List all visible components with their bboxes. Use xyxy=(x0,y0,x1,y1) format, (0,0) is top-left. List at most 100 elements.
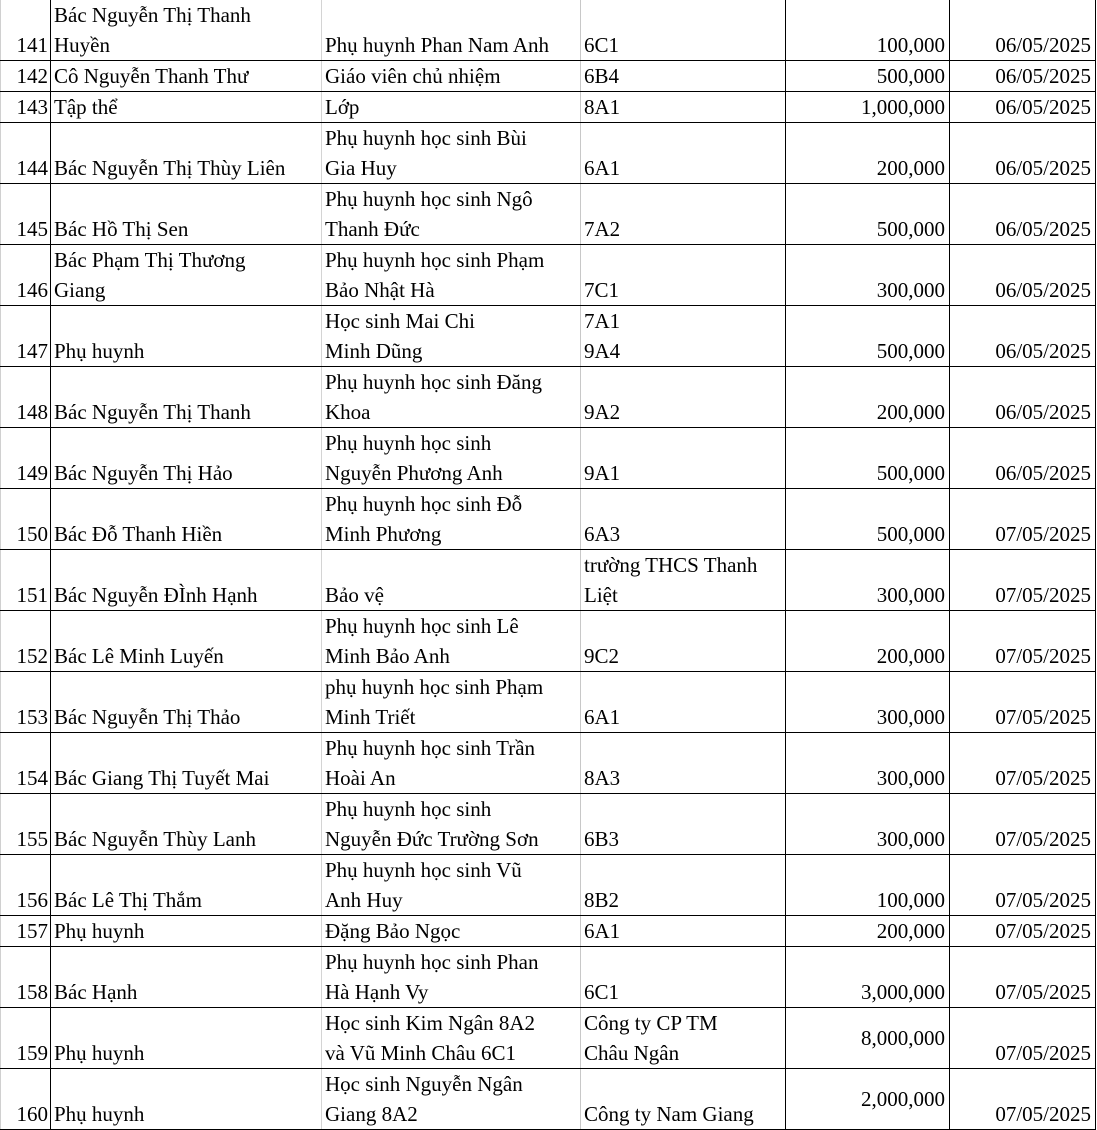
class-or-unit-cell: 8A1 xyxy=(580,91,786,123)
table-row: 159 Phụ huynh Học sinh Kim Ngân 8A2 và Vũ … xyxy=(0,1007,1096,1069)
table-row: 154 Bác Giang Thị Tuyết Mai Phụ huynh học … xyxy=(0,732,1096,794)
table-row: 156 Bác Lê Thị Thắm Phụ huynh học sinh Vũ … xyxy=(0,854,1096,916)
date-cell: 07/05/2025 xyxy=(949,1068,1096,1130)
table-row: 141 Bác Nguyễn Thị Thanh Huyền Phụ huynh P… xyxy=(0,0,1096,61)
class-or-unit-cell: trường THCS Thanh Liệt xyxy=(580,549,786,611)
date-cell: 07/05/2025 xyxy=(949,793,1096,855)
donor-role-cell: Lớp xyxy=(321,91,581,123)
row-number-cell: 157 xyxy=(0,915,51,947)
amount-cell: 300,000 xyxy=(785,732,950,794)
amount-cell: 200,000 xyxy=(785,610,950,672)
date-cell: 07/05/2025 xyxy=(949,671,1096,733)
class-or-unit-cell: 8A3 xyxy=(580,732,786,794)
table-row: 149 Bác Nguyễn Thị Hảo Phụ huynh học sinh … xyxy=(0,427,1096,489)
donor-role-cell: Phụ huynh Phan Nam Anh xyxy=(321,0,581,61)
amount-cell: 500,000 xyxy=(785,427,950,489)
class-or-unit-cell: 9C2 xyxy=(580,610,786,672)
donor-name-cell: Phụ huynh xyxy=(50,1007,322,1069)
donor-name-cell: Phụ huynh xyxy=(50,305,322,367)
donor-name-cell: Bác Nguyễn ĐÌnh Hạnh xyxy=(50,549,322,611)
class-or-unit-cell: 7C1 xyxy=(580,244,786,306)
donor-name-cell: Bác Nguyễn Thị Hảo xyxy=(50,427,322,489)
class-or-unit-cell: 9A1 xyxy=(580,427,786,489)
class-or-unit-cell: Công ty CP TM Châu Ngân xyxy=(580,1007,786,1069)
donor-role-cell: Giáo viên chủ nhiệm xyxy=(321,60,581,92)
table-row: 145 Bác Hồ Thị Sen Phụ huynh học sinh Ngô … xyxy=(0,183,1096,245)
row-number-cell: 151 xyxy=(0,549,51,611)
date-cell: 06/05/2025 xyxy=(949,122,1096,184)
row-number-cell: 148 xyxy=(0,366,51,428)
donor-name-cell: Phụ huynh xyxy=(50,1068,322,1130)
row-number-cell: 147 xyxy=(0,305,51,367)
donor-name-cell: Bác Phạm Thị Thương Giang xyxy=(50,244,322,306)
row-number-cell: 155 xyxy=(0,793,51,855)
class-or-unit-cell: 7A2 xyxy=(580,183,786,245)
amount-cell: 300,000 xyxy=(785,244,950,306)
donor-name-cell: Phụ huynh xyxy=(50,915,322,947)
donor-name-cell: Cô Nguyễn Thanh Thư xyxy=(50,60,322,92)
donor-role-cell: Phụ huynh học sinh Bùi Gia Huy xyxy=(321,122,581,184)
row-number-cell: 153 xyxy=(0,671,51,733)
donor-role-cell: Phụ huynh học sinh Phan Hà Hạnh Vy xyxy=(321,946,581,1008)
date-cell: 06/05/2025 xyxy=(949,427,1096,489)
amount-cell: 300,000 xyxy=(785,549,950,611)
row-number-cell: 159 xyxy=(0,1007,51,1069)
donor-role-cell: Học sinh Mai Chi Minh Dũng xyxy=(321,305,581,367)
donor-name-cell: Bác Hạnh xyxy=(50,946,322,1008)
class-or-unit-cell: 7A1 9A4 xyxy=(580,305,786,367)
donor-role-cell: Học sinh Nguyễn Ngân Giang 8A2 xyxy=(321,1068,581,1130)
amount-cell: 500,000 xyxy=(785,183,950,245)
table-row: 157 Phụ huynh Đặng Bảo Ngọc 6A1 200,000 07/05… xyxy=(0,915,1096,947)
class-or-unit-cell: 6C1 xyxy=(580,946,786,1008)
date-cell: 07/05/2025 xyxy=(949,549,1096,611)
amount-cell: 500,000 xyxy=(785,305,950,367)
row-number-cell: 154 xyxy=(0,732,51,794)
class-or-unit-cell: 8B2 xyxy=(580,854,786,916)
donor-role-cell: Phụ huynh học sinh Vũ Anh Huy xyxy=(321,854,581,916)
class-or-unit-cell: 6B4 xyxy=(580,60,786,92)
date-cell: 07/05/2025 xyxy=(949,1007,1096,1069)
date-cell: 07/05/2025 xyxy=(949,610,1096,672)
donor-name-cell: Bác Nguyễn Thùy Lanh xyxy=(50,793,322,855)
class-or-unit-cell: 6B3 xyxy=(580,793,786,855)
date-cell: 06/05/2025 xyxy=(949,244,1096,306)
date-cell: 06/05/2025 xyxy=(949,305,1096,367)
table-row: 144 Bác Nguyễn Thị Thùy Liên Phụ huynh học… xyxy=(0,122,1096,184)
table-row: 148 Bác Nguyễn Thị Thanh Phụ huynh học sin… xyxy=(0,366,1096,428)
donor-name-cell: Bác Giang Thị Tuyết Mai xyxy=(50,732,322,794)
row-number-cell: 146 xyxy=(0,244,51,306)
donor-role-cell: Phụ huynh học sinh Đăng Khoa xyxy=(321,366,581,428)
table-row: 160 Phụ huynh Học sinh Nguyễn Ngân Giang 8… xyxy=(0,1068,1096,1130)
date-cell: 06/05/2025 xyxy=(949,60,1096,92)
class-or-unit-cell: 6C1 xyxy=(580,0,786,61)
class-or-unit-cell: 6A1 xyxy=(580,671,786,733)
donor-role-cell: phụ huynh học sinh Phạm Minh Triết xyxy=(321,671,581,733)
donor-role-cell: Học sinh Kim Ngân 8A2 và Vũ Minh Châu 6C… xyxy=(321,1007,581,1069)
date-cell: 06/05/2025 xyxy=(949,183,1096,245)
donor-role-cell: Phụ huynh học sinh Ngô Thanh Đức xyxy=(321,183,581,245)
donor-role-cell: Phụ huynh học sinh Phạm Bảo Nhật Hà xyxy=(321,244,581,306)
table-row: 150 Bác Đỗ Thanh Hiền Phụ huynh học sinh Đ… xyxy=(0,488,1096,550)
table-row: 158 Bác Hạnh Phụ huynh học sinh Phan Hà Hạ… xyxy=(0,946,1096,1008)
date-cell: 06/05/2025 xyxy=(949,91,1096,123)
donor-name-cell: Bác Nguyễn Thị Thanh Huyền xyxy=(50,0,322,61)
donor-name-cell: Tập thể xyxy=(50,91,322,123)
row-number-cell: 144 xyxy=(0,122,51,184)
table-row: 155 Bác Nguyễn Thùy Lanh Phụ huynh học sin… xyxy=(0,793,1096,855)
date-cell: 06/05/2025 xyxy=(949,366,1096,428)
table-row: 143 Tập thể Lớp 8A1 1,000,000 06/05/2025 xyxy=(0,91,1096,123)
donor-role-cell: Đặng Bảo Ngọc xyxy=(321,915,581,947)
donor-name-cell: Bác Đỗ Thanh Hiền xyxy=(50,488,322,550)
date-cell: 07/05/2025 xyxy=(949,915,1096,947)
amount-cell: 200,000 xyxy=(785,915,950,947)
table-row: 147 Phụ huynh Học sinh Mai Chi Minh Dũng 7A… xyxy=(0,305,1096,367)
amount-cell: 500,000 xyxy=(785,488,950,550)
class-or-unit-cell: Công ty Nam Giang xyxy=(580,1068,786,1130)
amount-cell: 500,000 xyxy=(785,60,950,92)
donor-role-cell: Phụ huynh học sinh Lê Minh Bảo Anh xyxy=(321,610,581,672)
row-number-cell: 145 xyxy=(0,183,51,245)
amount-cell: 1,000,000 xyxy=(785,91,950,123)
table-row: 152 Bác Lê Minh Luyến Phụ huynh học sinh L… xyxy=(0,610,1096,672)
date-cell: 07/05/2025 xyxy=(949,854,1096,916)
